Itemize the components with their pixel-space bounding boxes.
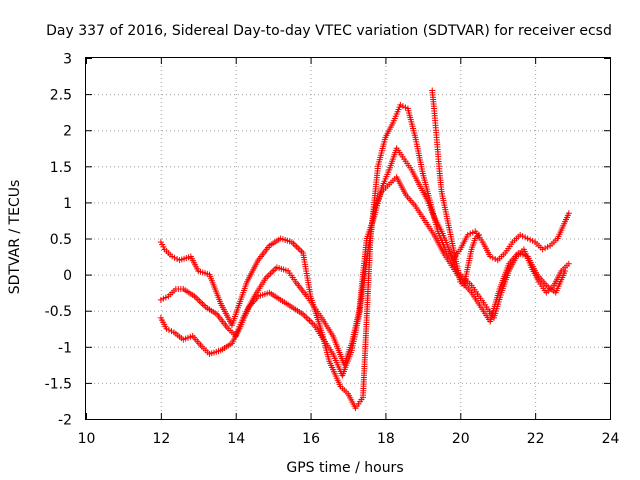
data-point: [476, 231, 482, 238]
x-axis-label: GPS time / hours: [286, 460, 403, 476]
grid: [86, 58, 610, 419]
x-tick-label: 22: [527, 431, 545, 447]
series-pass-3: [157, 174, 569, 379]
x-tick-label: 16: [302, 431, 320, 447]
y-tick-label: -2: [58, 413, 72, 429]
y-tick-label: 0.5: [50, 232, 72, 248]
y-tick-label: 1: [63, 196, 72, 212]
data-point: [562, 267, 569, 274]
plot-frame: [85, 57, 611, 420]
y-tick-label: 2: [63, 124, 72, 140]
y-tick-label: 2.5: [50, 88, 72, 104]
x-tick-label: 24: [602, 431, 620, 447]
plot-area: [157, 87, 572, 412]
y-tick-label: 3: [63, 52, 72, 68]
x-tick-label: 10: [78, 431, 96, 447]
x-tick-label: 20: [452, 431, 470, 447]
y-tick-label: 0: [63, 268, 72, 284]
data-point: [565, 260, 572, 267]
y-tick-label: -1.5: [45, 376, 72, 392]
y-axis-label: SDTVAR / TECUs: [7, 180, 23, 295]
y-tick-label: -1: [58, 340, 72, 356]
x-tick-label: 18: [377, 431, 395, 447]
axis-ticks: 10 12 14 16 18 20 22 24 3 2.5 2 1.5 1 0.5 0 -0.5 -1 -1.5 -…: [45, 52, 620, 448]
series-pass-2: [157, 145, 572, 368]
data-point: [565, 210, 572, 217]
series-pass-4: [429, 87, 482, 289]
x-tick-label: 12: [152, 431, 170, 447]
x-tick-label: 14: [227, 431, 245, 447]
y-tick-label: 1.5: [50, 160, 72, 176]
y-tick-label: -0.5: [45, 304, 72, 320]
chart-title: Day 337 of 2016, Sidereal Day-to-day VTE…: [46, 23, 612, 39]
series-pass-1: [157, 101, 572, 412]
